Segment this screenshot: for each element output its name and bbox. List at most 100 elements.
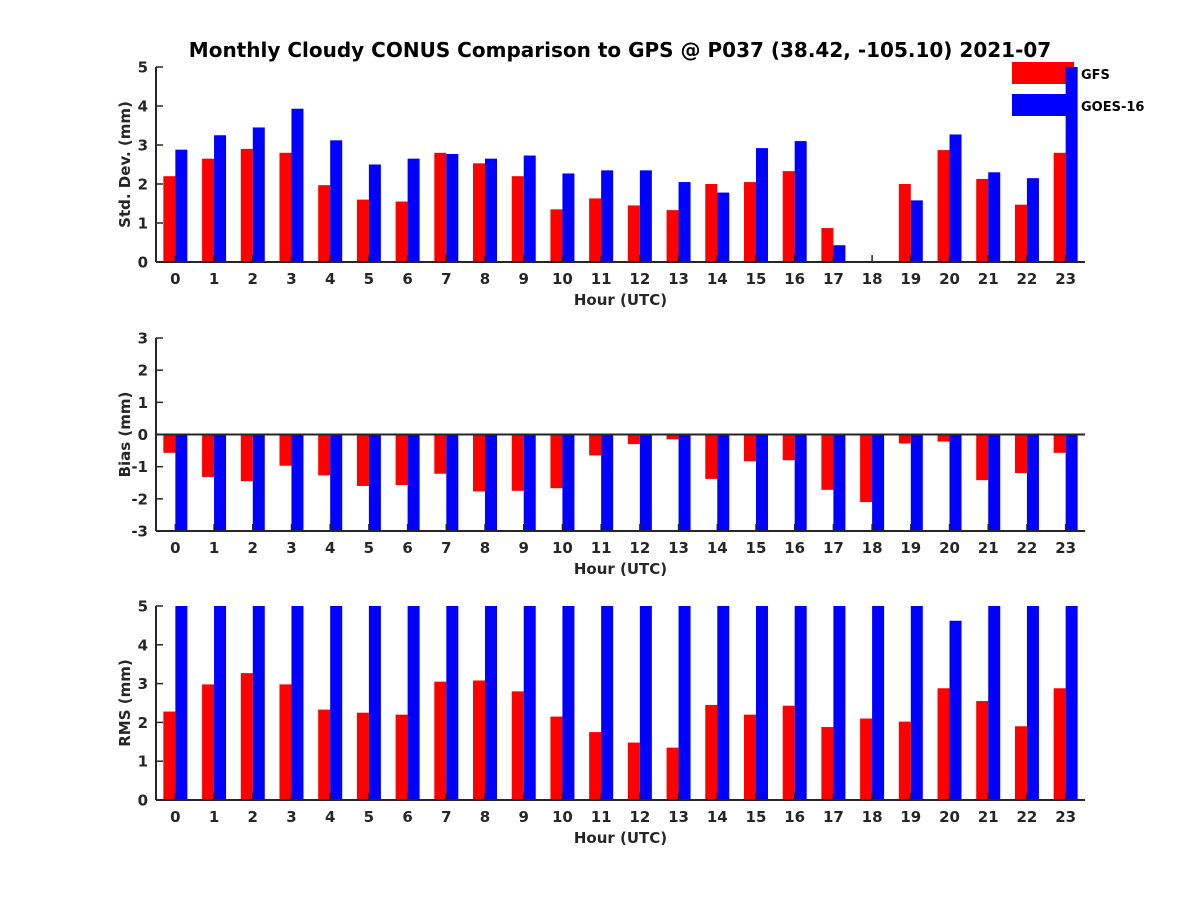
bar-goes16-hour-10	[562, 606, 575, 800]
bar-gfs-hour-8	[473, 163, 486, 262]
bar-goes16-hour-22	[1026, 178, 1039, 262]
x-tick-label: 20	[939, 808, 960, 826]
bar-goes16-hour-13	[678, 182, 691, 262]
bar-goes16-hour-15	[755, 148, 768, 262]
x-tick-label: 18	[862, 808, 883, 826]
bar-goes16-hour-15	[755, 606, 768, 800]
x-tick-label: 2	[248, 539, 258, 557]
x-tick-label: 6	[402, 808, 412, 826]
x-tick-label: 11	[591, 808, 612, 826]
bar-goes16-hour-11	[601, 606, 614, 800]
x-tick-label: 9	[519, 270, 529, 288]
bar-gfs-hour-14	[705, 434, 718, 479]
bar-goes16-hour-20	[949, 620, 962, 800]
bar-gfs-hour-7	[434, 681, 447, 800]
bar-goes16-hour-10	[562, 434, 575, 531]
bar-goes16-hour-16	[794, 606, 807, 800]
bar-goes16-hour-8	[485, 606, 498, 800]
bar-gfs-hour-6	[395, 434, 408, 486]
x-tick-label: 6	[402, 270, 412, 288]
x-tick-label: 3	[286, 270, 296, 288]
bar-gfs-hour-22	[1014, 204, 1027, 262]
bar-gfs-hour-6	[395, 201, 408, 262]
x-tick-label: 11	[591, 539, 612, 557]
bar-gfs-hour-10	[550, 209, 563, 262]
x-tick-label: 20	[939, 270, 960, 288]
legend: GFS GOES-16	[1012, 62, 1144, 116]
bar-goes16-hour-5	[368, 606, 381, 800]
x-tick-label: 23	[1055, 539, 1076, 557]
x-tick-label: 10	[552, 808, 573, 826]
x-tick-label: 0	[170, 808, 180, 826]
bar-gfs-hour-23	[1053, 688, 1066, 800]
bar-goes16-hour-9	[523, 155, 536, 262]
bar-gfs-hour-19	[898, 184, 911, 262]
bar-gfs-hour-10	[550, 434, 563, 489]
bar-goes16-hour-13	[678, 606, 691, 800]
legend-swatch-goes16	[1012, 94, 1074, 116]
bar-goes16-hour-20	[949, 434, 962, 531]
bar-gfs-hour-9	[511, 691, 524, 800]
y-tick-label: -2	[131, 490, 148, 508]
bar-gfs-hour-1	[202, 158, 215, 262]
bar-goes16-hour-15	[755, 434, 768, 531]
legend-label-goes16: GOES-16	[1081, 100, 1144, 115]
x-tick-label: 14	[707, 808, 728, 826]
x-axis-label: Hour (UTC)	[574, 829, 667, 847]
y-tick-label: 3	[138, 137, 148, 155]
x-tick-label: 8	[480, 270, 490, 288]
x-tick-label: 14	[707, 270, 728, 288]
bar-gfs-hour-17	[821, 228, 834, 262]
bar-gfs-hour-21	[976, 701, 989, 800]
bar-gfs-hour-4	[318, 185, 331, 262]
bar-goes16-hour-5	[368, 434, 381, 531]
bar-goes16-hour-5	[368, 164, 381, 262]
bar-goes16-hour-11	[601, 434, 614, 531]
bar-goes16-hour-8	[485, 158, 498, 262]
legend-swatch-gfs	[1012, 62, 1074, 84]
bar-goes16-hour-18	[872, 606, 885, 800]
bar-gfs-hour-4	[318, 709, 331, 800]
y-tick-label: 1	[138, 394, 148, 412]
bar-goes16-hour-16	[794, 434, 807, 531]
bar-gfs-hour-22	[1014, 726, 1027, 800]
bar-gfs-hour-3	[279, 152, 292, 262]
bar-gfs-hour-7	[434, 434, 447, 474]
x-tick-label: 15	[746, 539, 767, 557]
bar-goes16-hour-21	[988, 172, 1001, 262]
bar-gfs-hour-11	[589, 198, 602, 262]
bar-gfs-hour-5	[356, 434, 369, 486]
bar-goes16-hour-14	[717, 434, 730, 531]
bar-goes16-hour-19	[910, 200, 923, 262]
bar-gfs-hour-16	[782, 171, 795, 262]
bar-gfs-hour-3	[279, 684, 292, 800]
bar-goes16-hour-20	[949, 134, 962, 262]
bar-goes16-hour-17	[833, 245, 846, 262]
bar-goes16-hour-8	[485, 434, 498, 531]
x-tick-label: 17	[823, 808, 844, 826]
x-tick-label: 12	[629, 270, 650, 288]
x-tick-label: 22	[1017, 539, 1038, 557]
x-tick-label: 3	[286, 808, 296, 826]
bar-gfs-hour-5	[356, 712, 369, 800]
x-tick-label: 16	[784, 270, 805, 288]
y-tick-label: 3	[138, 330, 148, 348]
bar-gfs-hour-1	[202, 434, 215, 477]
bar-goes16-hour-12	[639, 434, 652, 531]
bar-goes16-hour-16	[794, 141, 807, 262]
bar-goes16-hour-7	[446, 434, 459, 531]
y-tick-label: -1	[131, 458, 148, 476]
bar-gfs-hour-7	[434, 152, 447, 262]
bar-gfs-hour-23	[1053, 152, 1066, 262]
bar-goes16-hour-19	[910, 606, 923, 800]
bar-goes16-hour-10	[562, 173, 575, 262]
x-tick-label: 14	[707, 539, 728, 557]
y-tick-label: 3	[138, 675, 148, 693]
x-tick-label: 10	[552, 270, 573, 288]
bar-gfs-hour-5	[356, 199, 369, 262]
bar-goes16-hour-11	[601, 170, 614, 262]
y-axis-label: Bias (mm)	[116, 392, 134, 478]
x-tick-label: 19	[900, 270, 921, 288]
bar-goes16-hour-21	[988, 606, 1001, 800]
